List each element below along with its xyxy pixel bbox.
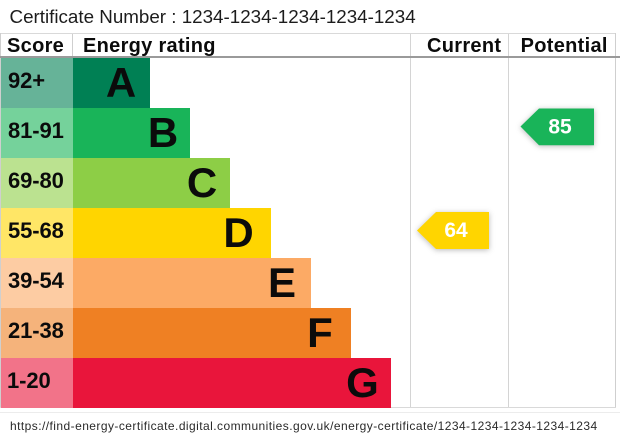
svg-text:64: 64 <box>444 219 468 242</box>
svg-text:85: 85 <box>548 115 572 138</box>
